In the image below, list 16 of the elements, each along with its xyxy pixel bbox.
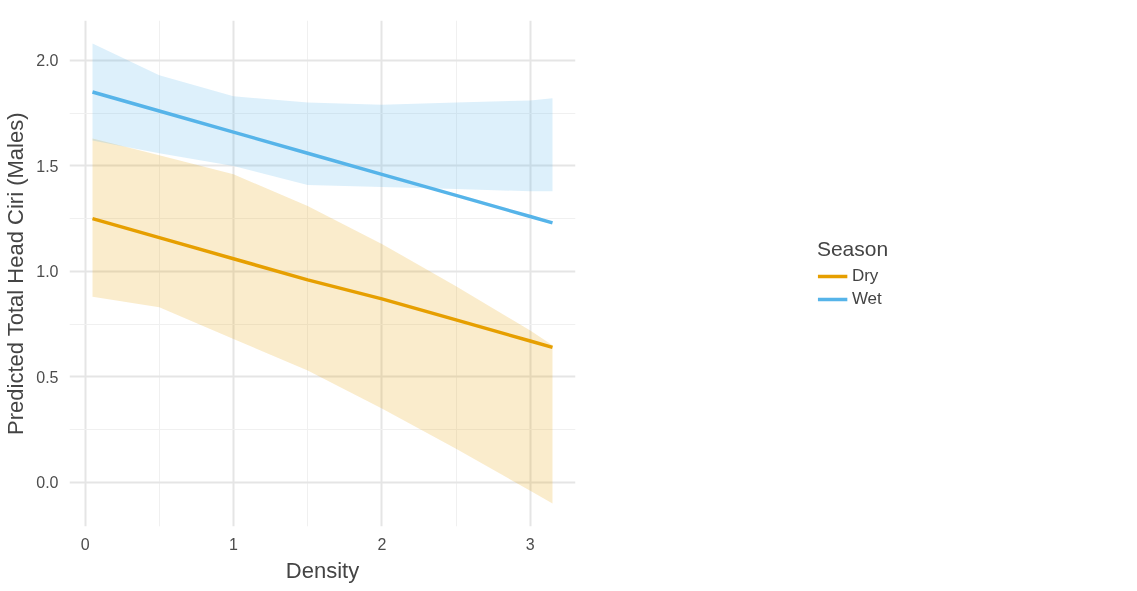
line-series (90, 216, 555, 350)
x-tick-label: 0 (80, 535, 90, 553)
legend-label: Dry (851, 266, 879, 286)
legend-label: Wet (851, 289, 882, 309)
y-axis-title: Predicted Total Head Ciri (Males) (3, 112, 29, 435)
x-tick-label: 2 (377, 535, 387, 553)
x-axis-title: Density (285, 557, 360, 583)
x-tick-label: 3 (525, 535, 535, 553)
y-tick-label: 2.0 (36, 52, 59, 70)
y-tick-label: 1.0 (36, 263, 59, 281)
line-series (90, 90, 555, 225)
legend-title: Season (816, 237, 889, 261)
y-tick-label: 0.5 (36, 368, 59, 386)
y-tick-label: 1.5 (36, 157, 59, 175)
x-tick-label: 1 (229, 535, 239, 553)
y-tick-label: 0.0 (36, 474, 59, 492)
